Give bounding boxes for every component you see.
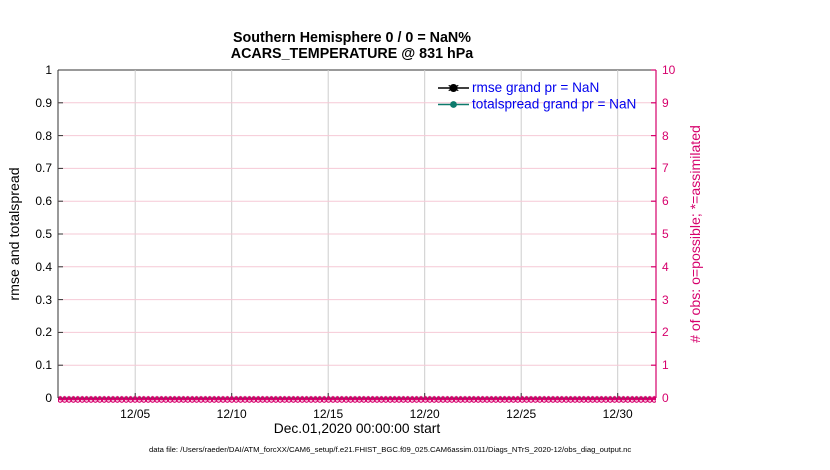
svg-text:0.5: 0.5 <box>35 227 52 241</box>
svg-text:0: 0 <box>662 391 669 405</box>
svg-text:12/20: 12/20 <box>410 407 440 421</box>
svg-text:0.7: 0.7 <box>35 161 52 175</box>
svg-text:3: 3 <box>662 293 669 307</box>
svg-text:2: 2 <box>662 325 669 339</box>
svg-text:0.3: 0.3 <box>35 293 52 307</box>
svg-text:6: 6 <box>662 194 669 208</box>
svg-text:12/30: 12/30 <box>603 407 633 421</box>
svg-text:12/15: 12/15 <box>313 407 343 421</box>
svg-text:12/25: 12/25 <box>506 407 536 421</box>
svg-text:# of obs: o=possible; *=assimi: # of obs: o=possible; *=assimilated <box>687 125 703 343</box>
svg-text:0: 0 <box>45 391 52 405</box>
svg-text:ACARS_TEMPERATURE @ 831 hPa: ACARS_TEMPERATURE @ 831 hPa <box>231 46 475 62</box>
svg-text:Southern Hemisphere 0 / 0 = Na: Southern Hemisphere 0 / 0 = NaN% <box>233 30 471 46</box>
svg-text:Dec.01,2020 00:00:00 start: Dec.01,2020 00:00:00 start <box>274 421 441 436</box>
svg-text:12/10: 12/10 <box>217 407 247 421</box>
svg-text:0.6: 0.6 <box>35 194 52 208</box>
svg-text:0.2: 0.2 <box>35 325 52 339</box>
svg-text:0.1: 0.1 <box>35 358 52 372</box>
svg-text:9: 9 <box>662 96 669 110</box>
svg-text:8: 8 <box>662 129 669 143</box>
svg-text:totalspread grand pr = NaN: totalspread grand pr = NaN <box>472 97 636 112</box>
svg-text:0.8: 0.8 <box>35 129 52 143</box>
svg-text:12/05: 12/05 <box>120 407 150 421</box>
svg-text:0.9: 0.9 <box>35 96 52 110</box>
svg-text:0.4: 0.4 <box>35 260 52 274</box>
svg-text:5: 5 <box>662 227 669 241</box>
svg-text:rmse grand pr = NaN: rmse grand pr = NaN <box>472 80 599 95</box>
svg-text:4: 4 <box>662 260 669 274</box>
svg-text:1: 1 <box>45 63 52 77</box>
svg-text:rmse and totalspread: rmse and totalspread <box>7 167 23 300</box>
svg-text:1: 1 <box>662 358 669 372</box>
svg-text:7: 7 <box>662 161 669 175</box>
svg-text:10: 10 <box>662 63 676 77</box>
svg-text:data file: /Users/raeder/DAI/A: data file: /Users/raeder/DAI/ATM_forcXX/… <box>149 445 631 454</box>
